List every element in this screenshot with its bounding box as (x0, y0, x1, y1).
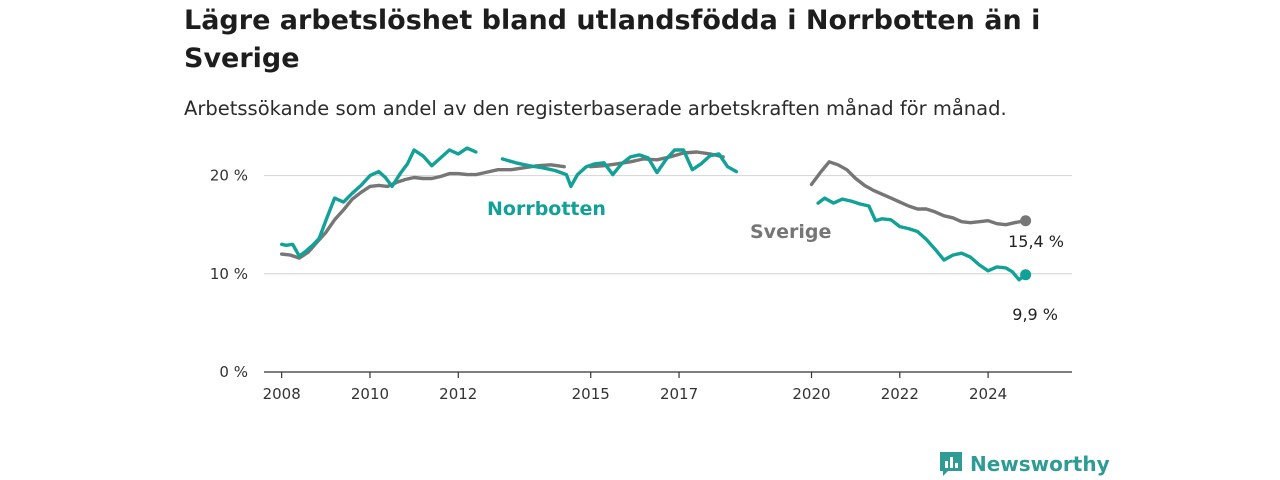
x-tick-label: 2015 (572, 385, 610, 403)
annotation-norrbotten: Norrbotten (487, 198, 606, 220)
chart-subtitle: Arbetssökande som andel av den registerb… (184, 97, 1007, 120)
series-line-norrbotten (280, 146, 1028, 282)
bar-chart-icon (940, 452, 962, 476)
series-line-sverige (280, 150, 1028, 260)
y-tick-label: 20 % (210, 167, 248, 185)
x-tick-label: 2010 (351, 385, 389, 403)
chart-title: Lägre arbetslöshet bland utlandsfödda i … (184, 5, 1041, 74)
end-label-norrbotten: 9,9 % (1012, 305, 1058, 324)
end-point-norrbotten (1020, 269, 1032, 281)
x-tick-label: 2020 (792, 385, 830, 403)
series-lines (280, 146, 1032, 282)
y-tick-label: 0 % (219, 363, 248, 381)
y-tick-label: 10 % (210, 265, 248, 283)
newsworthy-logo: Newsworthy (938, 450, 1110, 478)
axes: 0 % 10 % 20 % 2008 2010 2012 2015 2017 2020 2022 2… (210, 167, 1072, 403)
labels: 15,4 % 9,9 % Norrbotten Sverige (487, 198, 1064, 324)
x-tick-label: 2024 (969, 385, 1007, 403)
annotation-sverige: Sverige (750, 221, 831, 243)
grid-lines (264, 174, 1072, 275)
end-point-sverige (1020, 215, 1032, 227)
x-tick-label: 2008 (263, 385, 301, 403)
end-label-sverige: 15,4 % (1008, 232, 1064, 251)
x-tick-label: 2017 (660, 385, 698, 403)
brand-name: Newsworthy (970, 452, 1110, 476)
x-tick-label: 2022 (881, 385, 919, 403)
x-tick-label: 2012 (439, 385, 477, 403)
